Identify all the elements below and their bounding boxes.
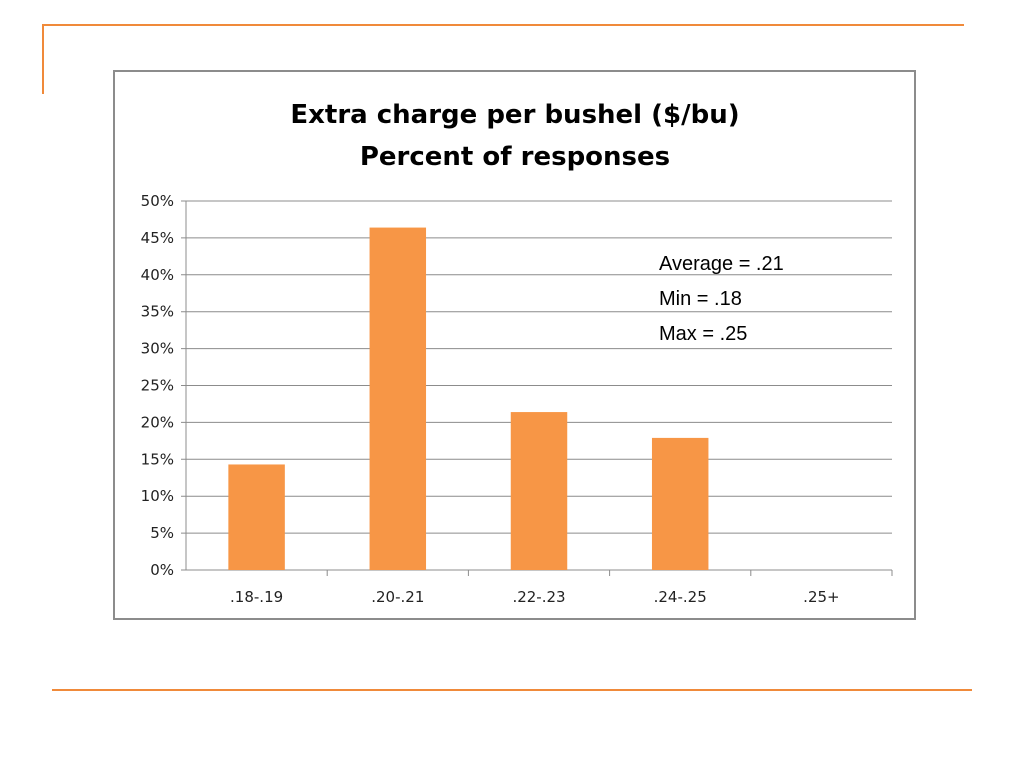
y-tick-label: 35% <box>141 303 174 321</box>
bar <box>651 437 709 570</box>
max-annotation: Max = .25 <box>659 323 747 345</box>
y-axis-ticks: 0% 5% 10% 15% 20% 25% 30% 35% 40% 45% 50% <box>141 192 174 579</box>
x-tick-label: .25+ <box>803 588 839 606</box>
y-tick-label: 10% <box>141 487 174 505</box>
x-tick-label: .24-.25 <box>654 588 707 606</box>
average-annotation: Average = .21 <box>659 253 784 275</box>
chart-title-line-2: Percent of responses <box>360 142 670 172</box>
left-decor-line <box>42 24 44 94</box>
bar <box>510 412 568 570</box>
bottom-decor-line <box>52 689 972 691</box>
y-tick-label: 25% <box>141 377 174 395</box>
top-decor-line <box>42 24 964 26</box>
stats-annotation: Average = .21 Min = .18 Max = .25 <box>659 253 784 345</box>
chart-title-line-1: Extra charge per bushel ($/bu) <box>290 100 739 130</box>
x-axis-ticks: .18-.19 .20-.21 .22-.23 .24-.25 .25+ <box>230 588 840 606</box>
y-tick-label: 15% <box>141 450 174 468</box>
y-tick-label: 45% <box>141 229 174 247</box>
bar <box>369 227 427 570</box>
x-tick-label: .22-.23 <box>512 588 565 606</box>
x-tick-label: .20-.21 <box>371 588 424 606</box>
y-tick-label: 5% <box>150 524 174 542</box>
y-tick-label: 0% <box>150 561 174 579</box>
y-tick-label: 50% <box>141 192 174 210</box>
y-tick-label: 20% <box>141 413 174 431</box>
bar <box>228 464 285 570</box>
y-tick-label: 40% <box>141 266 174 284</box>
x-tick-label: .18-.19 <box>230 588 283 606</box>
bars <box>228 227 709 570</box>
min-annotation: Min = .18 <box>659 288 742 310</box>
y-tick-label: 30% <box>141 340 174 358</box>
